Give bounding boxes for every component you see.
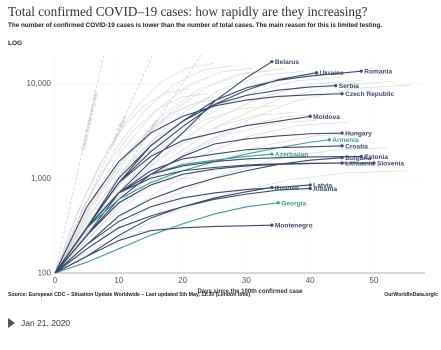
doubling-line-label: Cases double every day bbox=[81, 91, 100, 150]
series-label: Moldova bbox=[313, 114, 340, 121]
series-label: Hungary bbox=[345, 131, 372, 138]
series-label: Azerbaijan bbox=[275, 152, 308, 159]
x-tick-label: 10 bbox=[114, 276, 123, 285]
series-line bbox=[54, 186, 272, 274]
series-line bbox=[54, 162, 374, 274]
log-scale-toggle[interactable]: LOG bbox=[8, 40, 23, 47]
x-tick-label: 20 bbox=[178, 276, 187, 285]
series-end-point bbox=[308, 186, 312, 191]
series-end-point bbox=[270, 185, 274, 190]
background-series-line bbox=[54, 227, 183, 274]
series-label: Czech Republic bbox=[345, 91, 394, 98]
background-series-line bbox=[54, 147, 387, 274]
x-tick-label: 30 bbox=[242, 276, 251, 285]
background-series-line bbox=[54, 84, 413, 274]
series-line bbox=[54, 132, 343, 274]
series-end-point bbox=[308, 114, 312, 118]
series-label: Croatia bbox=[345, 143, 368, 150]
series-end-point bbox=[270, 152, 274, 156]
series-label: Romania bbox=[364, 69, 392, 76]
series-end-point bbox=[359, 69, 363, 73]
doubling-line bbox=[54, 54, 202, 274]
series-label: Slovenia bbox=[377, 160, 404, 167]
y-tick-label: 1,000 bbox=[31, 174, 52, 183]
series-line bbox=[54, 70, 362, 274]
footer: Source: European CDC – Situation Update … bbox=[8, 292, 438, 298]
series-label: Armenia bbox=[332, 137, 359, 144]
series-end-point bbox=[270, 223, 274, 227]
series-line bbox=[54, 187, 311, 274]
chart-title: Total confirmed COVID–19 cases: how rapi… bbox=[8, 4, 368, 19]
background-series-line bbox=[54, 98, 228, 274]
series-label: Bulgaria bbox=[345, 155, 372, 162]
source-text: Source: European CDC – Situation Update … bbox=[8, 292, 251, 298]
background-series-line bbox=[54, 63, 215, 274]
timeline-date: Jan 21, 2020 bbox=[21, 318, 71, 328]
x-tick-label: 0 bbox=[53, 276, 58, 285]
background-series-line bbox=[54, 88, 190, 274]
series-line bbox=[54, 224, 272, 274]
background-series-line bbox=[54, 99, 260, 274]
background-series-line bbox=[54, 121, 349, 274]
y-tick-label: 10,000 bbox=[27, 79, 52, 88]
series-line bbox=[54, 139, 330, 274]
series-line bbox=[54, 61, 273, 274]
play-icon[interactable] bbox=[8, 318, 15, 328]
series-end-point bbox=[340, 144, 344, 148]
series-end-point bbox=[340, 92, 344, 96]
series-label: Estonia bbox=[364, 154, 388, 161]
series-label: Belarus bbox=[275, 59, 300, 66]
series-end-point bbox=[359, 154, 363, 159]
background-series-line bbox=[54, 68, 285, 274]
series-end-point bbox=[327, 138, 331, 142]
series-label: Albania bbox=[313, 186, 337, 193]
background-series-line bbox=[54, 105, 279, 274]
series-label: Montenegro bbox=[275, 223, 313, 230]
series-label: Georgia bbox=[281, 200, 306, 207]
series-label: Latvia bbox=[313, 182, 332, 189]
series-end-point bbox=[270, 60, 274, 64]
background-series-line bbox=[54, 71, 304, 274]
x-tick-label: 40 bbox=[306, 276, 315, 285]
series-end-point bbox=[372, 161, 376, 165]
series-end-point bbox=[314, 71, 319, 75]
series-line bbox=[54, 93, 343, 274]
timeline: Jan 21, 2020 bbox=[8, 318, 70, 328]
series-line bbox=[54, 115, 311, 274]
background-series-line bbox=[54, 76, 343, 274]
chart-subtitle: The number of confirmed COVID-19 cases i… bbox=[8, 22, 383, 29]
doubling-line bbox=[54, 54, 105, 274]
y-tick-label: 100 bbox=[38, 269, 52, 278]
x-tick-label: 50 bbox=[370, 276, 379, 285]
series-end-point bbox=[308, 183, 312, 187]
series-line bbox=[54, 157, 343, 274]
series-end-point bbox=[276, 201, 280, 205]
series-end-point bbox=[334, 84, 338, 88]
series-label: Kosovo bbox=[275, 185, 299, 192]
source-url-link[interactable]: OurWorldInData.org/c bbox=[384, 292, 438, 298]
x-axis-label: Days since the 100th confirmed case bbox=[197, 289, 303, 295]
series-label: Lithuania bbox=[345, 160, 375, 167]
series-end-point bbox=[340, 131, 344, 135]
background-series-line bbox=[54, 94, 241, 274]
background-series-line bbox=[54, 65, 234, 274]
series-line bbox=[54, 85, 336, 274]
series-label: Serbia bbox=[339, 83, 359, 90]
